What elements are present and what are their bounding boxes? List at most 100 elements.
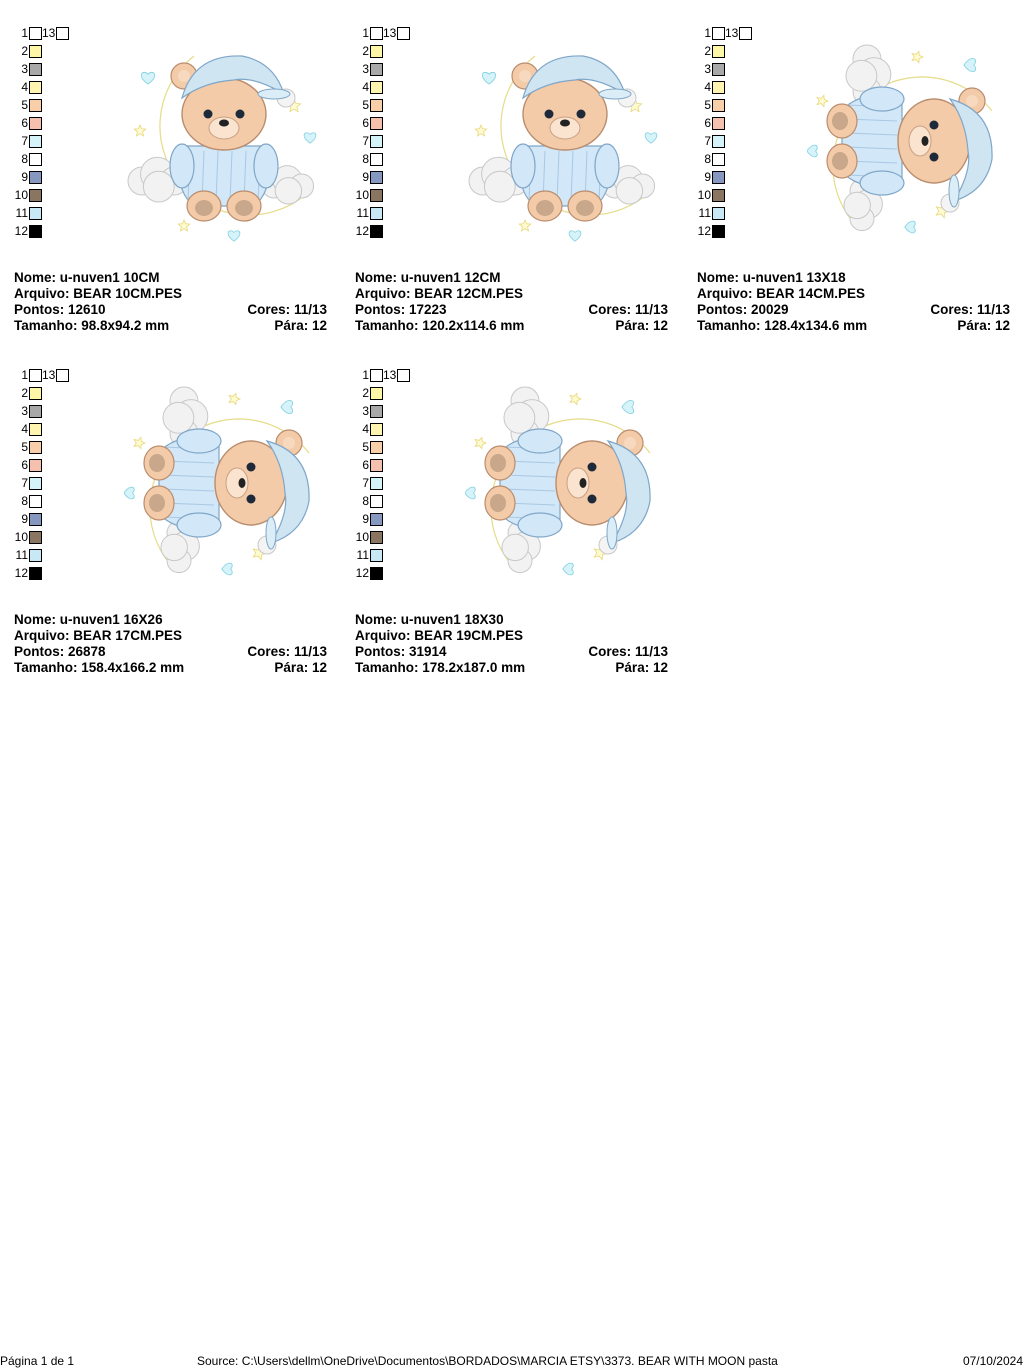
swatch-number: 6 [21, 116, 28, 130]
color-swatch-12: 12 [14, 566, 42, 582]
swatch-color-box [370, 99, 383, 112]
swatch-color-box [370, 477, 383, 490]
pontos-label: Pontos: [355, 644, 406, 659]
swatch-number: 2 [362, 44, 369, 58]
nome-label: Nome: [14, 612, 57, 627]
swatch-color-box [29, 495, 42, 508]
swatch-number: 12 [355, 566, 369, 580]
stitch-count: 26878 [68, 644, 106, 659]
swatch-number: 2 [362, 386, 369, 400]
swatch-color-box [370, 387, 383, 400]
swatch-number: 7 [21, 476, 28, 490]
swatch-number: 12 [697, 224, 711, 238]
bear-arm [517, 428, 563, 454]
bear-moon-group [464, 386, 651, 576]
swatch-number: 5 [21, 440, 28, 454]
color-swatch-9: 9 [14, 170, 42, 186]
swatch-number: 1 [362, 368, 369, 382]
color-swatch-12: 12 [14, 224, 42, 240]
swatch-color-box [56, 27, 70, 40]
cloud-icon [843, 178, 883, 232]
star-icon [816, 94, 830, 108]
swatch-number: 6 [362, 116, 369, 130]
bear-moon-group [806, 44, 993, 234]
swatch-number: 3 [21, 404, 28, 418]
color-swatch-1: 1 [14, 368, 42, 384]
bear-nose [921, 136, 929, 146]
bear-paw-pad [832, 152, 848, 170]
swatch-color-box [29, 369, 42, 382]
cloud-puff [483, 170, 516, 203]
bear-muzzle [208, 116, 240, 140]
color-swatch-7: 7 [697, 134, 725, 150]
arquivo-label: Arquivo: [14, 628, 70, 643]
bear-nose [560, 119, 570, 127]
bear-arm [594, 143, 620, 189]
design-info: Nome: u-nuven1 18X30 Arquivo: BEAR 19CM.… [355, 612, 668, 676]
arquivo-label: Arquivo: [355, 628, 411, 643]
bear-arm [859, 170, 905, 196]
color-swatch-2: 2 [697, 44, 725, 60]
swatch-color-box [370, 567, 383, 580]
color-count: 11/13 [634, 644, 668, 659]
bear-eye [587, 462, 597, 472]
bear-inner-ear [624, 437, 636, 449]
color-swatch-11: 11 [697, 206, 725, 222]
swatch-color-box [29, 549, 42, 562]
heart-icon [963, 58, 977, 72]
swatch-number: 10 [697, 188, 711, 202]
cloud-puff [503, 401, 536, 434]
swatch-color-box [370, 369, 383, 382]
swatch-color-box [370, 189, 383, 202]
color-swatch-13: 13 [725, 26, 753, 40]
color-swatch-2: 2 [355, 44, 383, 60]
heart-icon [562, 562, 574, 576]
star-icon [177, 218, 191, 232]
color-swatch-4: 4 [697, 80, 725, 96]
swatch-color-box [370, 45, 383, 58]
swatch-number: 7 [362, 134, 369, 148]
cloud-puff [160, 533, 188, 562]
bear-eye [929, 120, 939, 130]
color-swatch-6: 6 [355, 116, 383, 132]
swatch-number: 13 [383, 26, 397, 40]
swatch-number: 4 [21, 80, 28, 94]
swatch-number: 4 [704, 80, 711, 94]
swatch-number: 4 [362, 422, 369, 436]
swatch-color-box [29, 153, 42, 166]
bear-moon-svg [127, 55, 317, 242]
file-name: BEAR 17CM.PES [73, 628, 183, 643]
swatch-number: 7 [362, 476, 369, 490]
color-swatch-2: 2 [355, 386, 383, 402]
cloud-puff [845, 59, 878, 92]
pajama-stripe [556, 150, 560, 203]
para-label: Pára: [615, 660, 650, 675]
arquivo-label: Arquivo: [697, 286, 753, 301]
swatch-color-box [712, 135, 725, 148]
bear-nose [219, 119, 229, 127]
bear-arm [176, 428, 222, 454]
swatch-color-box [370, 225, 383, 238]
bear-inner-ear [283, 437, 295, 449]
color-swatch-11: 11 [355, 206, 383, 222]
heart-icon [227, 230, 241, 242]
swatch-color-box [712, 153, 725, 166]
color-count: 11/13 [976, 302, 1010, 317]
heart-icon [464, 486, 476, 500]
swatch-color-box [29, 135, 42, 148]
swatch-color-box [29, 405, 42, 418]
cloud-puff [501, 533, 529, 562]
color-swatch-3: 3 [14, 404, 42, 420]
color-swatch-7: 7 [355, 134, 383, 150]
swatch-color-box [370, 171, 383, 184]
color-swatch-12: 12 [355, 224, 383, 240]
color-swatch-3: 3 [355, 404, 383, 420]
para-label: Pára: [957, 318, 992, 333]
color-swatch-9: 9 [14, 512, 42, 528]
color-swatch-7: 7 [355, 476, 383, 492]
star-icon [474, 123, 488, 137]
design-info: Nome: u-nuven1 10CM Arquivo: BEAR 10CM.P… [14, 270, 327, 334]
swatch-number: 5 [704, 98, 711, 112]
pajama-stripe [570, 150, 574, 203]
swatch-number: 3 [362, 62, 369, 76]
